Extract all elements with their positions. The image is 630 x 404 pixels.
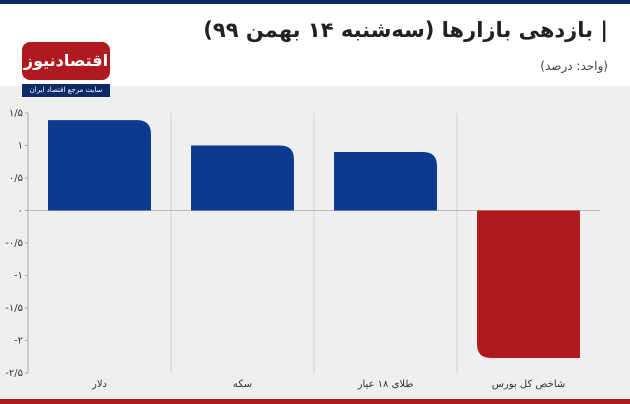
bar	[48, 120, 151, 211]
x-tick-label: طلای ۱۸ عیار	[357, 379, 414, 390]
y-tick-label: -۱/۵	[5, 303, 23, 314]
x-tick-label: شاخص کل بورس	[492, 379, 566, 390]
y-tick-label: ۱/۵	[9, 108, 23, 119]
y-tick-label: ۱	[18, 141, 23, 152]
x-tick-label: دلار	[91, 379, 107, 390]
y-tick-label: -۱	[14, 271, 23, 282]
bar	[334, 152, 437, 211]
logo: اقتصادنیوز	[22, 42, 110, 80]
footer-bar	[0, 399, 630, 404]
chart-subtitle: (واحد: درصد)	[540, 59, 608, 73]
y-tick-label: ۰	[18, 206, 23, 217]
y-tick-label: ۰/۵	[9, 173, 23, 184]
tagline: سایت مرجع اقتصاد ایران	[22, 84, 110, 97]
y-tick-label: -۲/۵	[5, 368, 23, 379]
bar	[477, 210, 580, 359]
x-tick-label: سکه	[233, 379, 252, 390]
y-tick-label: -۲	[14, 336, 23, 347]
chart-title: | بازدهی بازارها (سه‌شنبه ۱۴ بهمن ۹۹)	[203, 18, 608, 42]
y-tick-label: -۰/۵	[5, 238, 23, 249]
bar	[191, 145, 294, 211]
